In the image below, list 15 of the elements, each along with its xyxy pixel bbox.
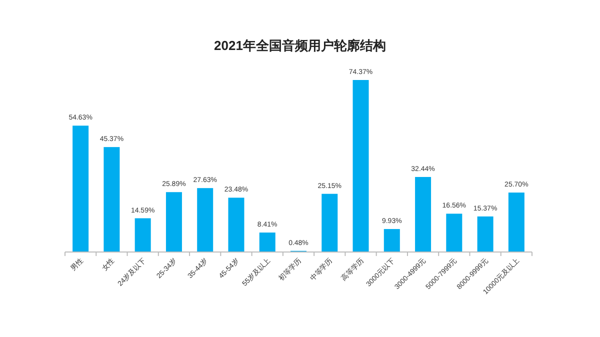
bar: [228, 198, 244, 252]
bar: [259, 232, 276, 252]
bar: [134, 218, 151, 252]
bar: [384, 229, 400, 252]
bar: [508, 192, 524, 252]
bar: [352, 80, 369, 252]
bar: [72, 126, 89, 252]
bar: [415, 176, 432, 252]
bar: [477, 216, 494, 252]
chart-title: 2021年全国音频用户轮廓结构: [214, 38, 386, 53]
bar: [166, 192, 182, 252]
bar: [197, 188, 214, 252]
bar: [322, 194, 338, 252]
bar: [446, 214, 462, 252]
bar: [104, 147, 120, 252]
